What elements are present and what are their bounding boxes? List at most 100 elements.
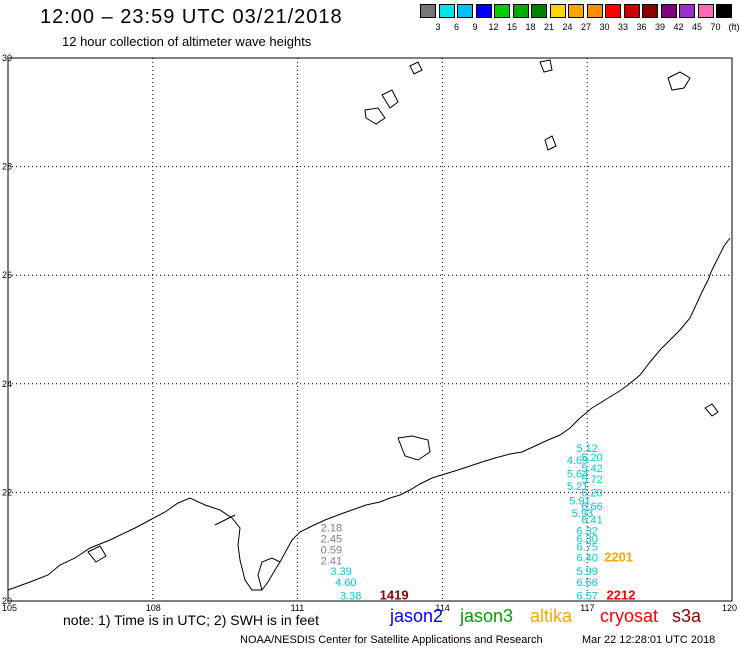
map-frame (7, 57, 733, 602)
swh-value: 5.72 (581, 474, 602, 486)
colorbar-label: 15 (506, 22, 517, 32)
track-time: 2201 (604, 550, 633, 565)
satellite-legend-item: s3a (672, 606, 702, 626)
colorbar-swatch (697, 4, 714, 18)
satellite-legend-item: cryosat (600, 606, 659, 626)
colorbar-swatch (623, 4, 640, 18)
latitude-label: 22 (2, 487, 12, 497)
swh-value: 0.59 (321, 544, 342, 556)
colorbar-label: 9 (472, 22, 478, 32)
swh-value: 3.39 (330, 566, 351, 578)
latitude-labels: 30 28 26 24 22 20 (2, 53, 12, 606)
swh-value: 6.32 (576, 525, 597, 537)
longitude-label: 117 (580, 603, 594, 613)
swh-value: 6.66 (576, 577, 597, 589)
swh-value: 3.38 (340, 591, 361, 603)
swh-value: 6.20 (581, 487, 602, 499)
coastline-lake-4 (544, 135, 557, 151)
swh-value: 2.41 (321, 555, 342, 567)
latitude-label: 28 (2, 162, 12, 172)
swh-value: 6.75 (576, 542, 597, 554)
colorbar-swatch (457, 4, 473, 18)
colorbar-label: 70 (710, 22, 721, 32)
colorbar-label: 18 (525, 22, 536, 32)
colorbar-label: 42 (673, 22, 684, 32)
track-time-labels: 1419 2201 2212 (380, 550, 636, 603)
swh-value: 5.99 (576, 566, 597, 578)
longitude-label: 105 (2, 603, 17, 613)
coastline-island-hk (397, 435, 431, 461)
swh-value: 4.69 (567, 455, 588, 467)
colorbar-swatch (679, 4, 695, 18)
page-subtitle: 12 hour collection of altimeter wave hei… (62, 34, 312, 49)
swh-value: 5.42 (581, 463, 602, 475)
swh-value: 6.41 (581, 515, 602, 527)
colorbar-swatch (438, 4, 455, 18)
colorbar-swatch (531, 4, 547, 18)
colorbar-label: 24 (562, 22, 573, 32)
colorbar-label: 45 (691, 22, 702, 32)
note-text: note: 1) Time is in UTC; 2) SWH is in fe… (63, 612, 319, 628)
longitude-label: 120 (722, 603, 737, 613)
latitude-label: 20 (2, 596, 12, 606)
colorbar-swatch (642, 4, 658, 18)
colorbar-label: 12 (488, 22, 499, 32)
coastline-lake-6 (539, 59, 553, 73)
generated-timestamp: Mar 22 12:28:01 UTC 2018 (582, 634, 716, 646)
swh-value: 4.60 (335, 577, 356, 589)
track-time: 1419 (380, 588, 409, 603)
colorbar-swatch (512, 4, 529, 18)
swh-value: 5.91 (569, 496, 590, 508)
colorbar-label: 39 (654, 22, 665, 32)
satellite-legend-item: altika (530, 606, 573, 626)
colorbar-label: 30 (599, 22, 610, 32)
swh-value: 6.40 (576, 553, 597, 565)
coastline-lake-1 (364, 107, 386, 125)
swh-value: 2.45 (321, 534, 342, 546)
latitude-label: 24 (2, 379, 12, 389)
coastline-lake-2 (381, 89, 399, 109)
credit-text: NOAA/NESDIS Center for Satellite Applica… (240, 634, 543, 646)
swh-value-labels: 2.182.450.592.413.394.60 3.38 5.124.695.20… (321, 443, 603, 603)
colorbar-label: 3 (435, 22, 441, 32)
swh-value: 5.12 (576, 443, 597, 455)
swh-value: 5.93 (572, 508, 593, 520)
colorbar-swatch (549, 4, 566, 18)
grid-lines (8, 58, 732, 601)
coastline-island-gulf (87, 545, 107, 563)
coastline-mainland (7, 237, 731, 591)
coastline-island-taiwan (704, 403, 719, 417)
latitude-label: 30 (2, 53, 12, 63)
swh-value: 6.57 (576, 591, 597, 603)
swh-value: 6.66 (581, 501, 602, 513)
swh-value: 6.30 (576, 534, 597, 546)
colorbar-swatch (494, 4, 510, 18)
coastline-lake-5 (409, 61, 423, 75)
colorbar-swatch (568, 4, 584, 18)
colorbar-swatch (475, 4, 492, 18)
colorbar-label: (ft) (728, 22, 740, 32)
longitude-labels: 105 108 111 114 117 120 (2, 603, 737, 613)
swh-value: 5.64 (567, 468, 588, 480)
page-title: 12:00 – 23:59 UTC 03/21/2018 (40, 6, 343, 28)
satellite-legend-item: jason3 (460, 606, 514, 626)
colorbar-swatch (660, 4, 677, 18)
coastline-lake-3 (667, 71, 691, 91)
latitude-label: 26 (2, 270, 12, 280)
swh-value: 5.21 (567, 481, 588, 493)
colorbar-label: 27 (580, 22, 591, 32)
colorbar-label: 33 (617, 22, 628, 32)
longitude-label: 111 (291, 603, 305, 613)
colorbar-swatch (716, 4, 732, 18)
colorbar-label: 36 (636, 22, 647, 32)
colorbar-swatch (420, 4, 436, 18)
colorbar-swatch (605, 4, 621, 18)
coastline-river (214, 514, 236, 526)
coastline-island-hainan (257, 557, 281, 591)
colorbar-swatch (586, 4, 603, 18)
colorbar-label: 6 (453, 22, 459, 32)
track-time: 2212 (607, 588, 636, 603)
swh-value: 5.20 (581, 452, 602, 464)
longitude-label: 114 (435, 603, 449, 613)
